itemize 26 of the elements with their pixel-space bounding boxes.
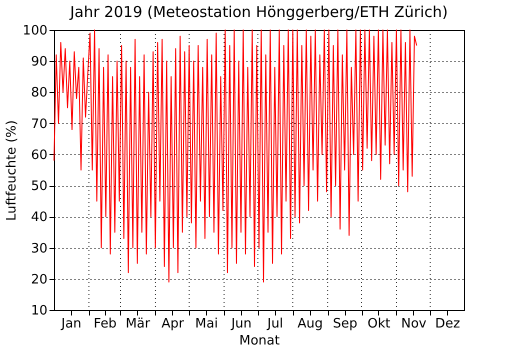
- x-tick-label: Nov: [401, 316, 427, 332]
- y-axis-title: Luftfeuchte (%): [4, 120, 20, 221]
- x-tick-label: Mai: [195, 316, 218, 332]
- y-tick-label: 30: [30, 241, 48, 256]
- x-tick-label: Apr: [162, 316, 185, 332]
- x-tick-label: Feb: [94, 316, 117, 332]
- y-tick-label: 90: [30, 54, 48, 70]
- x-tick-label: Sep: [332, 316, 358, 332]
- chart-title: Jahr 2019 (Meteostation Hönggerberg/ETH Zürich): [69, 3, 448, 21]
- x-tick-label: Dez: [435, 316, 460, 332]
- line-series: [54, 30, 418, 282]
- x-tick-label: Jan: [60, 316, 82, 332]
- y-tick-label: 60: [30, 148, 48, 163]
- y-tick-label: 50: [30, 179, 48, 194]
- y-tick-label: 20: [30, 272, 48, 288]
- x-tick-label: Mär: [126, 316, 151, 332]
- y-tick-label: 10: [30, 304, 48, 318]
- x-tick-label: Aug: [297, 316, 323, 332]
- y-tick-label: 100: [22, 24, 48, 38]
- y-tick-label: 40: [30, 210, 48, 226]
- y-tick-label: 80: [30, 86, 48, 101]
- x-tick-label: Okt: [367, 316, 390, 332]
- x-tick-label: Jun: [230, 316, 252, 332]
- y-tick-label: 70: [30, 116, 48, 132]
- x-tick-label: Jul: [266, 316, 284, 332]
- x-axis-title: Monat: [239, 334, 280, 348]
